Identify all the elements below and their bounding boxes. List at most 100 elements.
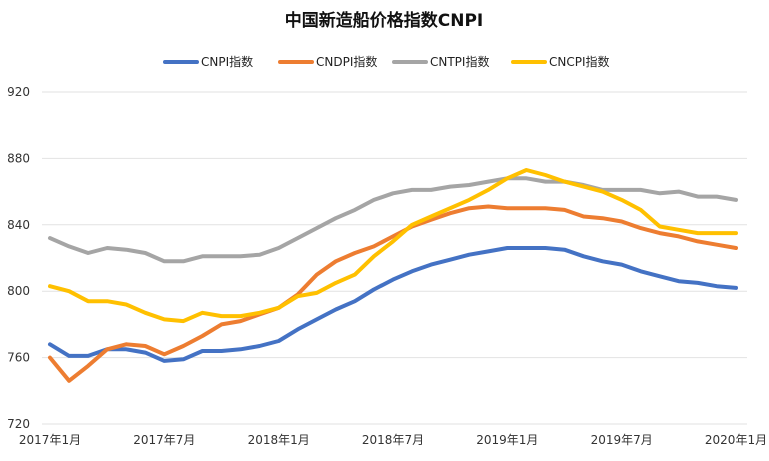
data-point [506, 207, 508, 209]
data-point [106, 300, 108, 302]
y-tick-label: 840 [7, 218, 30, 232]
data-point [678, 280, 680, 282]
data-point [659, 225, 661, 228]
data-point [411, 224, 413, 226]
data-point [106, 348, 108, 350]
legend: CNPI指数 CNDPI指数 CNTPI指数 CNCPI指数 [163, 54, 610, 69]
y-tick-label: 800 [7, 284, 30, 298]
data-point [49, 343, 51, 345]
y-tick-label: 880 [7, 151, 30, 165]
data-point [468, 199, 470, 201]
data-point [259, 312, 261, 314]
data-point [316, 292, 318, 294]
legend-item: CNPI指数 [163, 54, 253, 69]
data-point [392, 240, 394, 242]
data-point [583, 255, 585, 257]
data-point [144, 352, 146, 354]
data-point [163, 360, 165, 362]
data-point [163, 318, 165, 320]
legend-item: CNCPI指数 [511, 54, 610, 69]
data-point [468, 207, 470, 209]
data-point [240, 255, 242, 257]
y-tick-label: 720 [7, 417, 30, 431]
data-point [544, 247, 547, 249]
data-point [87, 252, 89, 254]
x-tick-label: 2017年7月 [133, 433, 195, 447]
data-point [259, 345, 261, 347]
data-point [220, 255, 223, 257]
data-point [316, 227, 318, 229]
data-point [87, 300, 89, 302]
gridlines [42, 91, 747, 425]
data-point [68, 355, 70, 357]
data-point [449, 207, 451, 209]
data-point [68, 380, 70, 382]
data-point [297, 237, 299, 239]
data-point [678, 229, 680, 231]
data-point [106, 247, 108, 249]
data-point [240, 348, 242, 350]
data-point [735, 199, 737, 201]
data-point [697, 196, 699, 198]
data-point [449, 186, 451, 188]
series-line-3 [48, 176, 738, 264]
data-point [49, 357, 51, 359]
data-point [335, 260, 337, 262]
data-point [544, 181, 547, 183]
data-point [468, 254, 470, 256]
data-point [621, 264, 623, 266]
data-point [125, 348, 127, 350]
data-point [506, 177, 508, 179]
data-point [583, 186, 585, 188]
data-point [640, 270, 642, 272]
data-point [259, 254, 261, 256]
data-point [678, 191, 680, 193]
data-point [335, 308, 337, 311]
data-point [735, 247, 737, 249]
data-point [621, 199, 623, 201]
data-point [144, 345, 146, 347]
data-point [697, 232, 699, 234]
data-point [278, 307, 280, 309]
data-point [354, 274, 356, 276]
data-point [659, 275, 661, 277]
data-point [392, 192, 394, 194]
data-point [659, 232, 661, 234]
data-point [621, 220, 623, 223]
data-point [487, 189, 489, 191]
data-point [201, 312, 203, 314]
data-point [373, 288, 375, 291]
data-point [125, 249, 127, 251]
data-point [640, 227, 642, 229]
data-point [392, 235, 394, 237]
data-point [525, 207, 528, 209]
data-point [525, 177, 528, 179]
data-point [735, 287, 737, 289]
data-point [563, 181, 566, 183]
data-point [144, 312, 146, 314]
data-point [278, 340, 280, 342]
data-point [278, 247, 280, 249]
data-point [697, 282, 699, 284]
data-point [316, 274, 318, 276]
data-point [487, 205, 489, 208]
x-tick-label: 2017年1月 [19, 433, 81, 447]
data-point [163, 353, 165, 355]
data-point [583, 215, 585, 218]
legend-item: CNTPI指数 [392, 54, 489, 69]
data-point [678, 235, 680, 237]
data-point [316, 318, 318, 320]
data-point [716, 196, 718, 198]
legend-label: CNTPI指数 [430, 54, 489, 69]
series-line-1 [48, 246, 738, 363]
data-point [373, 199, 375, 201]
data-point [602, 217, 604, 219]
data-point [487, 250, 489, 252]
data-point [49, 285, 51, 287]
data-point [201, 335, 203, 337]
x-tick-label: 2018年7月 [362, 433, 424, 447]
data-point [621, 189, 623, 191]
data-point [297, 295, 299, 297]
data-point [430, 215, 432, 218]
